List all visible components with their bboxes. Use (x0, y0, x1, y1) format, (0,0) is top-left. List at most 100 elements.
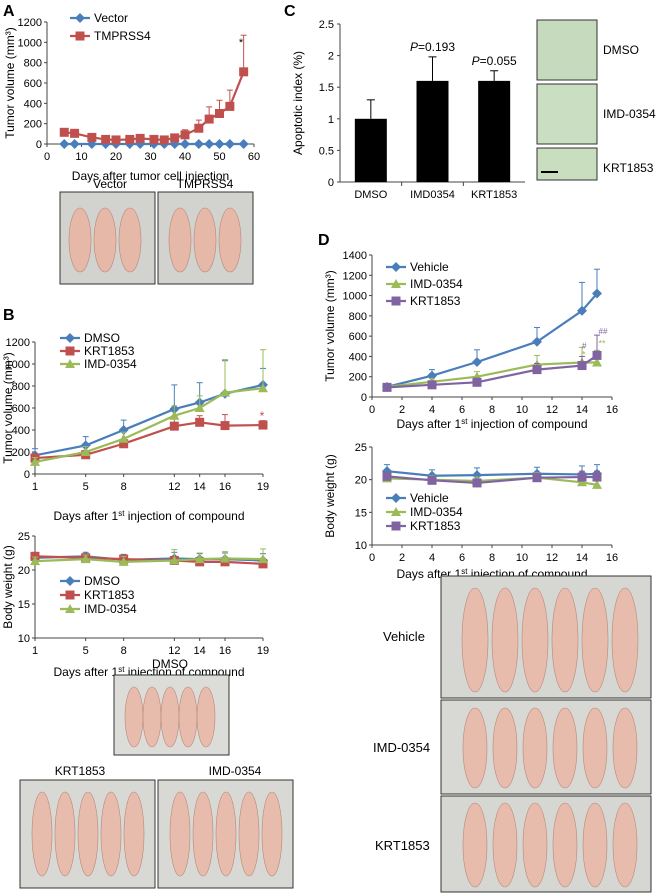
y-tick-label: 1400 (343, 250, 367, 262)
x-tick-label: 12 (168, 481, 180, 493)
legend-label: IMD-0354 (84, 357, 137, 371)
mouse-figure (118, 207, 142, 273)
x-tick-label: 14 (576, 552, 588, 564)
x-axis-label: Days after tumor cell injection (72, 169, 229, 183)
panel-letter-a: A (3, 3, 15, 20)
x-tick-label: 20 (110, 151, 122, 163)
mouse-figure (551, 587, 579, 693)
data-point (472, 357, 482, 368)
chart-b-tumor-volume: 0 200 400 600 800 1000 1200 1 5 8 12 14 16 19 Days aft… (1, 331, 269, 523)
significance-marker: ## (599, 327, 608, 336)
mouse-figure (522, 707, 548, 789)
stain-image-imd0354 (536, 83, 598, 145)
data-point (427, 380, 437, 390)
mouse-figure (168, 207, 192, 273)
y-axis-label: Body weight (g) (1, 545, 15, 628)
data-point (258, 554, 268, 564)
data-point (204, 114, 214, 124)
mouse-figure (192, 791, 214, 877)
data-point (214, 139, 225, 149)
data-point (111, 135, 121, 145)
mouse-figure (462, 707, 488, 789)
mouse-figure (123, 791, 145, 877)
mouse-figure (491, 587, 519, 693)
mouse-figure (612, 802, 638, 888)
x-tick-label: 30 (144, 151, 156, 163)
y-tick-label: 400 (349, 351, 367, 363)
y-tick-label: 1200 (6, 337, 30, 349)
data-point (180, 130, 190, 140)
y-tick-label: 0.5 (319, 145, 334, 157)
legend-marker (65, 346, 75, 356)
y-tick-label: 15 (18, 599, 30, 611)
legend-marker (391, 279, 401, 288)
legend-marker (65, 333, 75, 343)
x-tick-label: 6 (459, 552, 465, 564)
x-tick-label: 0 (44, 151, 50, 163)
mouse-figure (169, 791, 191, 877)
data-point (577, 472, 587, 482)
x-tick-label: 4 (429, 552, 435, 564)
x-axis-label-part: injection of compound (467, 417, 587, 431)
legend-marker (391, 493, 401, 503)
mouse-figure (160, 686, 180, 748)
significance-marker: # (582, 341, 587, 350)
mouse-figure (582, 707, 608, 789)
p-value-number: =0.193 (418, 40, 455, 54)
x-axis-label: Days after 1st injection of compound (396, 417, 587, 431)
data-point (204, 139, 215, 149)
mouse-figure (521, 587, 549, 693)
y-tick-label: 0 (36, 139, 42, 151)
y-axis-label: Body weight (g) (323, 454, 337, 537)
mouse-figure (238, 791, 260, 877)
mouse-figure (196, 686, 216, 748)
data-point (427, 475, 437, 485)
x-tick-label: 16 (606, 404, 618, 416)
legend-label: Vehicle (410, 260, 449, 274)
stain-label-dmso: DMSO (603, 43, 639, 57)
y-tick-label: 25 (18, 531, 30, 543)
data-point (532, 336, 542, 347)
data-point (382, 471, 392, 481)
legend-label: KRT1853 (410, 294, 461, 308)
data-point (258, 383, 268, 393)
legend-label: IMD-0354 (410, 277, 463, 291)
data-point (118, 556, 129, 566)
x-tick-label: 14 (194, 481, 206, 493)
mouse-figure (124, 686, 144, 748)
x-axis-label-sup: st (118, 509, 125, 518)
y-tick-label: 600 (24, 78, 42, 90)
y-tick-label: 0 (361, 392, 367, 404)
y-tick-label: 0 (328, 177, 334, 189)
data-point (472, 377, 482, 387)
panel-c-stain-images: DMSO IMD-0354 KRT1853 (536, 19, 656, 181)
x-axis-label-sup: st (461, 417, 468, 426)
x-tick-label: 4 (429, 404, 435, 416)
x-tick-label: IMD0354 (410, 189, 455, 201)
chart-a-tumor-volume: 0 200 400 600 800 1000 1200 0 10 20 30 40 50 60 Days a… (3, 11, 260, 183)
x-axis-label-part: injection of compound (124, 509, 244, 523)
data-point (577, 361, 587, 371)
panel-b-photos: DMSO KRT1853 IMD-0354 (19, 657, 294, 889)
x-tick-label: KRT1853 (471, 189, 517, 201)
panel-a-photos: Vector TMPRSS4 (59, 177, 254, 285)
mouse-figure (462, 802, 488, 888)
y-tick-label: 1.5 (319, 82, 334, 94)
y-tick-label: 1200 (18, 17, 42, 29)
y-tick-label: 200 (349, 372, 367, 384)
data-point (472, 470, 482, 481)
data-point (532, 365, 542, 375)
data-point (224, 139, 235, 149)
bar-imd0354 (416, 80, 449, 182)
y-tick-label: 200 (12, 447, 30, 459)
y-tick-label: 1200 (343, 270, 367, 282)
x-tick-label: DMSO (354, 189, 387, 201)
y-tick-label: 200 (24, 119, 42, 131)
y-tick-label: 400 (12, 425, 30, 437)
x-tick-label: 1 (32, 481, 38, 493)
stain-image-dmso (536, 19, 598, 81)
y-tick-label: 25 (355, 442, 367, 454)
data-point (592, 350, 602, 360)
x-tick-label: 0 (369, 404, 375, 416)
